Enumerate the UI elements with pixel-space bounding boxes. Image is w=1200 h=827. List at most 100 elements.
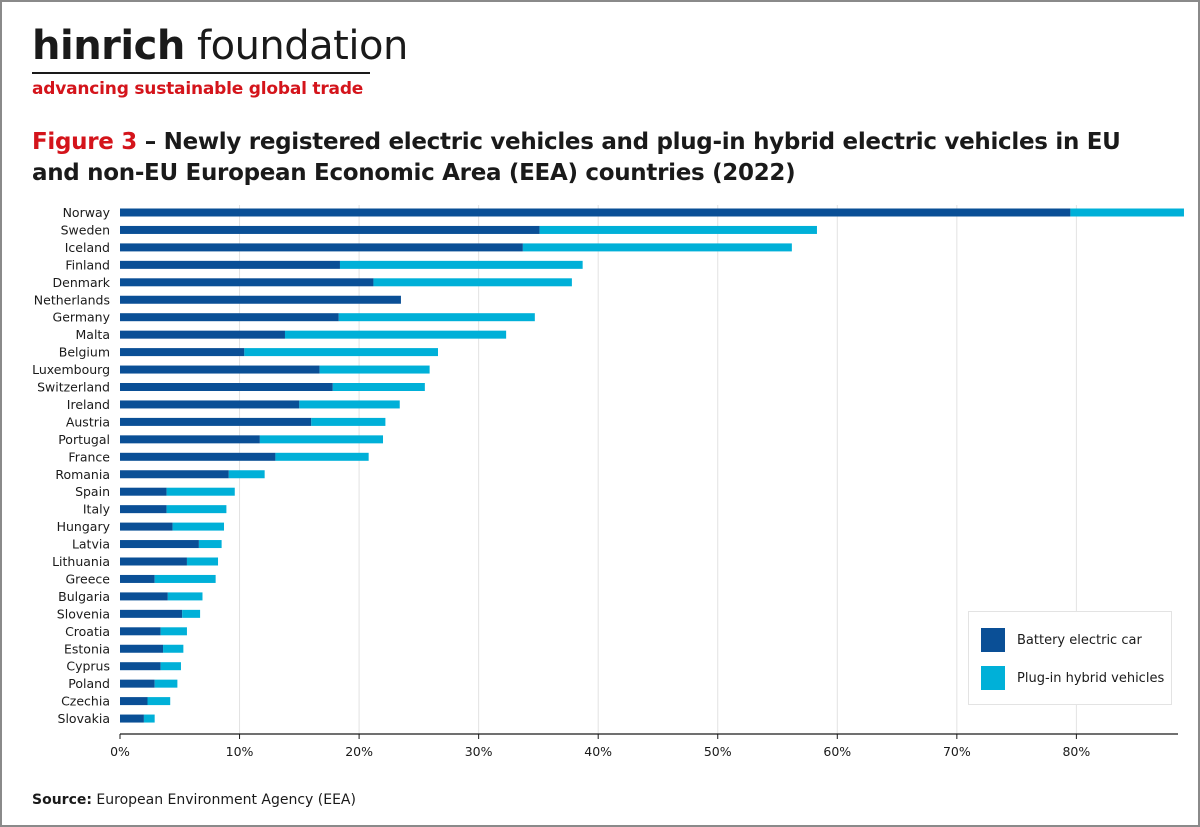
bar-plugin-hungary xyxy=(172,522,225,531)
bar-plugin-cyprus xyxy=(160,662,181,671)
bar-battery-slovenia xyxy=(120,609,183,618)
x-tick-label-50: 50% xyxy=(704,744,732,759)
bar-battery-italy xyxy=(120,505,167,514)
bar-plugin-latvia xyxy=(198,540,222,549)
bar-battery-malta xyxy=(120,330,285,339)
category-label-italy: Italy xyxy=(83,502,111,517)
logo-tagline: advancing sustainable global trade xyxy=(32,79,364,99)
category-label-slovakia: Slovakia xyxy=(58,711,110,726)
x-tick-label-60: 60% xyxy=(823,744,851,759)
bar-plugin-bulgaria xyxy=(167,592,203,601)
bar-plugin-poland xyxy=(154,679,178,688)
bar-plugin-czechia xyxy=(147,697,171,706)
bar-battery-spain xyxy=(120,487,167,496)
bar-plugin-slovenia xyxy=(182,609,201,618)
category-label-romania: Romania xyxy=(55,467,110,482)
category-label-portugal: Portugal xyxy=(58,432,110,447)
bar-plugin-lithuania xyxy=(186,557,219,566)
bar-battery-lithuania xyxy=(120,557,187,566)
category-label-belgium: Belgium xyxy=(59,345,110,360)
bar-battery-sweden xyxy=(120,225,540,234)
category-label-switzerland: Switzerland xyxy=(37,380,110,395)
x-tick-label-30: 30% xyxy=(465,744,493,759)
logo-divider xyxy=(32,72,370,74)
bar-battery-estonia xyxy=(120,644,164,653)
bar-plugin-germany xyxy=(338,313,535,322)
category-label-france: France xyxy=(68,449,110,464)
x-tick-label-40: 40% xyxy=(584,744,612,759)
category-label-ireland: Ireland xyxy=(67,397,110,412)
chart-title: Figure 3 – Newly registered electric veh… xyxy=(32,127,1172,189)
bar-battery-austria xyxy=(120,417,312,426)
legend-label-battery: Battery electric car xyxy=(1017,632,1142,648)
bar-battery-greece xyxy=(120,574,155,583)
bar-plugin-luxembourg xyxy=(319,365,430,374)
x-tick-label-20: 20% xyxy=(345,744,373,759)
legend-item-plugin: Plug-in hybrid vehicles xyxy=(981,666,1164,690)
bar-battery-hungary xyxy=(120,522,173,531)
bar-plugin-switzerland xyxy=(332,383,425,391)
bar-battery-bulgaria xyxy=(120,592,168,601)
category-label-norway: Norway xyxy=(63,205,111,220)
legend-label-plugin: Plug-in hybrid vehicles xyxy=(1017,670,1165,686)
bar-plugin-austria xyxy=(311,417,386,426)
legend-item-battery: Battery electric car xyxy=(981,628,1142,652)
source-label: Source: xyxy=(32,792,92,808)
bar-plugin-estonia xyxy=(163,644,184,653)
bar-battery-croatia xyxy=(120,627,161,636)
bar-battery-cyprus xyxy=(120,662,161,671)
bar-battery-germany xyxy=(120,313,339,322)
bar-battery-ireland xyxy=(120,400,300,409)
category-label-sweden: Sweden xyxy=(61,222,110,237)
x-tick-label-80: 80% xyxy=(1062,744,1090,759)
logo-name-light: foundation xyxy=(197,23,408,69)
title-text: – Newly registered electric vehicles and… xyxy=(32,129,1121,186)
figure-label: Figure 3 xyxy=(32,129,137,155)
bar-plugin-france xyxy=(275,452,369,461)
bar-battery-czechia xyxy=(120,697,148,706)
category-label-austria: Austria xyxy=(66,414,110,429)
category-label-poland: Poland xyxy=(68,676,110,691)
bar-battery-denmark xyxy=(120,278,374,287)
category-label-netherlands: Netherlands xyxy=(34,292,110,307)
category-label-germany: Germany xyxy=(53,310,111,325)
source-note: Source: European Environment Agency (EEA… xyxy=(32,792,356,808)
bar-plugin-romania xyxy=(228,470,265,479)
hinrich-foundation-logo: hinrich foundation advancing sustainable… xyxy=(32,24,408,99)
category-label-greece: Greece xyxy=(66,571,111,586)
bar-battery-iceland xyxy=(120,243,523,252)
category-label-slovenia: Slovenia xyxy=(57,606,110,621)
bar-battery-belgium xyxy=(120,348,245,357)
bar-plugin-slovakia xyxy=(143,714,155,723)
legend-swatch-plugin xyxy=(981,666,1005,690)
category-label-hungary: Hungary xyxy=(57,519,111,534)
category-label-luxembourg: Luxembourg xyxy=(32,362,110,377)
bar-battery-latvia xyxy=(120,540,199,549)
bar-battery-finland xyxy=(120,260,340,269)
bar-plugin-portugal xyxy=(259,435,384,444)
category-label-cyprus: Cyprus xyxy=(66,659,110,674)
bar-plugin-denmark xyxy=(373,278,572,287)
bar-battery-portugal xyxy=(120,435,260,444)
bar-plugin-norway xyxy=(1070,208,1184,217)
bar-plugin-malta xyxy=(284,330,507,339)
bar-plugin-greece xyxy=(154,574,216,583)
bar-plugin-spain xyxy=(166,487,235,496)
category-label-lithuania: Lithuania xyxy=(52,554,110,569)
category-label-bulgaria: Bulgaria xyxy=(58,589,110,604)
logo-name-bold: hinrich xyxy=(32,23,185,69)
x-tick-label-10: 10% xyxy=(226,744,254,759)
bar-plugin-iceland xyxy=(522,243,792,252)
bar-battery-slovakia xyxy=(120,714,144,723)
bar-plugin-croatia xyxy=(160,627,187,636)
bar-battery-netherlands xyxy=(120,295,401,304)
category-label-latvia: Latvia xyxy=(72,537,110,552)
bar-battery-france xyxy=(120,452,276,461)
bar-battery-norway xyxy=(120,208,1071,217)
chart-legend: Battery electric car Plug-in hybrid vehi… xyxy=(968,611,1172,705)
category-label-finland: Finland xyxy=(65,257,110,272)
bar-battery-romania xyxy=(120,470,229,479)
bar-plugin-ireland xyxy=(299,400,400,409)
